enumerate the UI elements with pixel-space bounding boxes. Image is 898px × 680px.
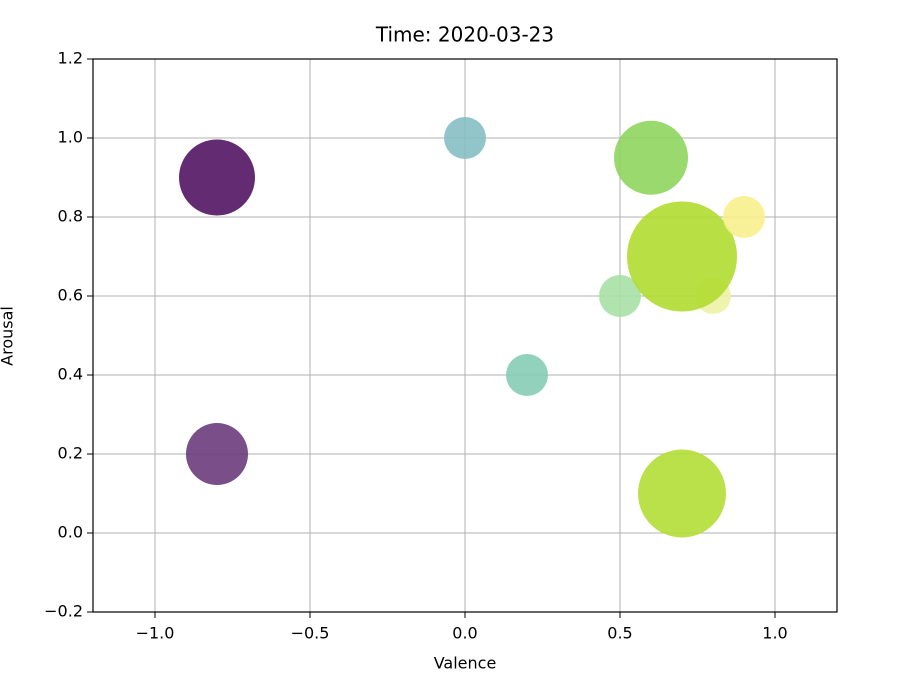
y-tick-label: 0.8 [58,207,83,226]
bubble [627,201,737,312]
bubble [723,196,765,238]
bubble [179,139,255,216]
x-tick-label: 1.0 [762,624,787,643]
y-tick-label: 0.4 [58,365,83,384]
bubble [599,275,641,317]
y-tick-label: 1.2 [58,49,83,68]
bubble [638,449,726,538]
x-tick-label: 0.5 [607,624,632,643]
y-axis-label: Arousal [0,306,17,366]
y-tick-label: 1.0 [58,128,83,147]
bubble [506,354,548,396]
bubble [186,423,248,485]
plot-frame [92,58,838,613]
bubble [614,120,688,195]
y-tick-label: −0.2 [44,602,83,621]
x-tick-label: −0.5 [291,624,330,643]
y-tick-label: 0.0 [58,523,83,542]
bubble [444,117,486,159]
chart-title: Time: 2020-03-23 [375,23,554,47]
y-tick-label: 0.6 [58,286,83,305]
y-tick-label: 0.2 [58,444,83,463]
x-tick-label: −1.0 [136,624,175,643]
x-axis-label: Valence [434,654,497,673]
x-tick-label: 0.0 [452,624,477,643]
